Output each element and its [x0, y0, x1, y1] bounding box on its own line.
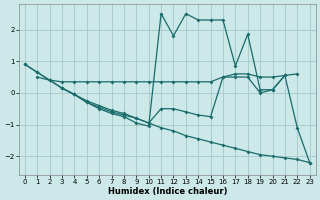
X-axis label: Humidex (Indice chaleur): Humidex (Indice chaleur): [108, 187, 227, 196]
